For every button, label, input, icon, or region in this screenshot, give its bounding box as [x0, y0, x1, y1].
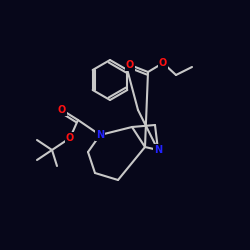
Text: O: O	[126, 60, 134, 70]
Text: O: O	[58, 105, 66, 115]
Text: N: N	[154, 145, 162, 155]
Text: O: O	[66, 133, 74, 143]
Text: O: O	[159, 58, 167, 68]
Text: N: N	[96, 130, 104, 140]
